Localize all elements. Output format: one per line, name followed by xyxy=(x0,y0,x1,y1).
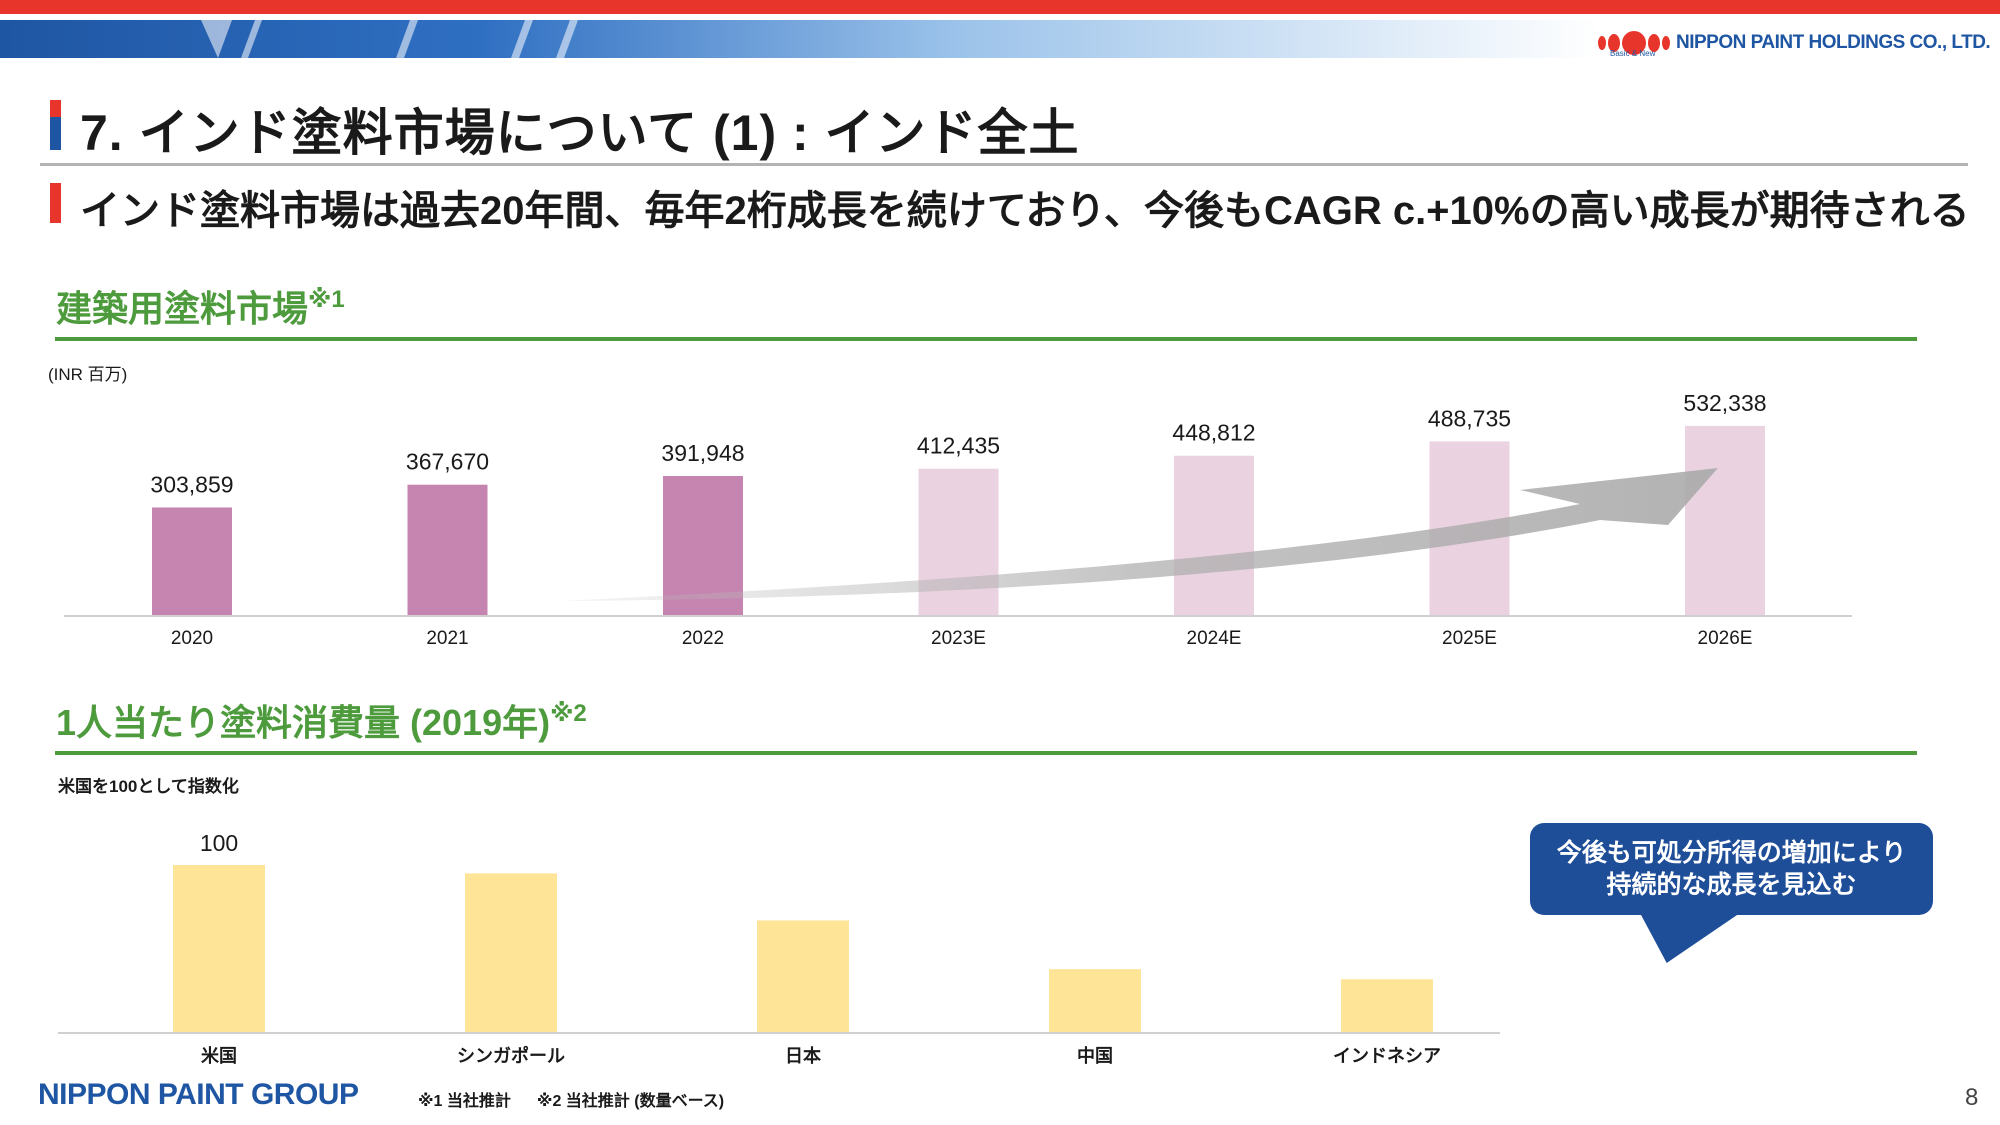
section2-title: 1人当たり塗料消費量 (2019年)※2 xyxy=(56,694,587,746)
section2-note-mark: ※2 xyxy=(550,700,587,727)
consumption-bar-3 xyxy=(1049,969,1141,1033)
section1-title: 建築用塗料市場※1 xyxy=(56,280,345,332)
consumption-bar-4 xyxy=(1341,979,1433,1033)
company-logo: NIPPON PAINT HOLDINGS CO., LTD. xyxy=(1598,26,1991,60)
market-bar-2021 xyxy=(407,484,488,616)
footnote-1: ※1 当社推計 xyxy=(418,1093,511,1110)
section2-title-text: 1人当たり塗料消費量 (2019年) xyxy=(56,702,551,743)
group-logo: NIPPON PAINT GROUP xyxy=(38,1078,359,1111)
consumption-country-label: 米国 xyxy=(201,1045,237,1066)
market-value-label: 303,859 xyxy=(150,471,233,497)
market-bar-2023E xyxy=(918,468,999,616)
market-year-label: 2020 xyxy=(171,628,213,649)
market-bar-2024E xyxy=(1174,455,1254,616)
title-divider xyxy=(40,163,1968,166)
market-year-label: 2026E xyxy=(1698,628,1753,649)
company-tagline: Basic & New xyxy=(1610,49,1656,58)
market-year-label: 2025E xyxy=(1442,628,1497,649)
consumption-country-label: インドネシア xyxy=(1333,1046,1441,1066)
growth-arrow xyxy=(560,468,1718,601)
consumption-country-label: 中国 xyxy=(1077,1045,1113,1066)
consumption-value-label: 100 xyxy=(200,830,238,856)
market-value-label: 488,735 xyxy=(1428,405,1511,431)
page-number: 8 xyxy=(1965,1084,1979,1111)
company-name: NIPPON PAINT HOLDINGS CO., LTD. xyxy=(1676,32,1991,53)
title-accent-bar xyxy=(50,100,61,150)
subtitle-accent-bar xyxy=(50,183,61,223)
chart2-unit-label: 米国を100として指数化 xyxy=(58,777,239,796)
consumption-bar-1 xyxy=(465,873,557,1033)
callout-pointer xyxy=(1616,913,1740,963)
section1-note-mark: ※1 xyxy=(308,286,345,313)
header-blue-band xyxy=(0,20,1600,58)
market-year-label: 2022 xyxy=(682,628,724,649)
footnote-2: ※2 当社推計 (数量ベース) xyxy=(536,1093,725,1110)
section1-divider xyxy=(55,337,1917,341)
company-logo-mark xyxy=(1598,31,1670,55)
consumption-bar-2 xyxy=(757,920,849,1033)
market-year-label: 2021 xyxy=(426,628,468,649)
section1-title-text: 建築用塗料市場 xyxy=(56,288,309,329)
section2-divider xyxy=(55,751,1917,755)
per-capita-consumption-chart: 100米国シンガポール日本中国インドネシアインド xyxy=(58,830,1500,1066)
market-value-label: 448,812 xyxy=(1172,420,1255,446)
page-title: 7. インド塗料市場について (1) : インド全土 xyxy=(80,105,1080,161)
market-value-label: 412,435 xyxy=(917,433,1000,459)
growth-callout: 今後も可処分所得の増加により 持続的な成長を見込む xyxy=(1530,823,1933,915)
market-year-label: 2023E xyxy=(931,628,986,649)
consumption-country-label: 日本 xyxy=(785,1045,821,1066)
callout-line-1: 今後も可処分所得の増加により xyxy=(1556,839,1907,867)
callout-line-2: 持続的な成長を見込む xyxy=(1606,871,1857,899)
market-value-label: 532,338 xyxy=(1683,390,1766,416)
market-size-chart: 303,859 2020 367,670 2021 391,948 2022 412,435… xyxy=(64,390,1852,649)
market-value-label: 367,670 xyxy=(406,449,489,475)
consumption-bar-0 xyxy=(173,865,265,1033)
market-year-label: 2024E xyxy=(1187,628,1242,649)
consumption-country-label: シンガポール xyxy=(457,1045,565,1066)
market-value-label: 391,948 xyxy=(661,440,744,466)
footnotes: ※1 当社推計 ※2 当社推計 (数量ベース) xyxy=(418,1087,724,1111)
page-subtitle: インド塗料市場は過去20年間、毎年2桁成長を続けており、今後もCAGR c.+1… xyxy=(80,189,1970,233)
market-bar-2020 xyxy=(152,507,232,616)
market-bar-2026E xyxy=(1685,425,1765,616)
header-red-stripe xyxy=(0,0,2000,14)
chart1-unit-label: (INR 百万) xyxy=(48,365,128,384)
